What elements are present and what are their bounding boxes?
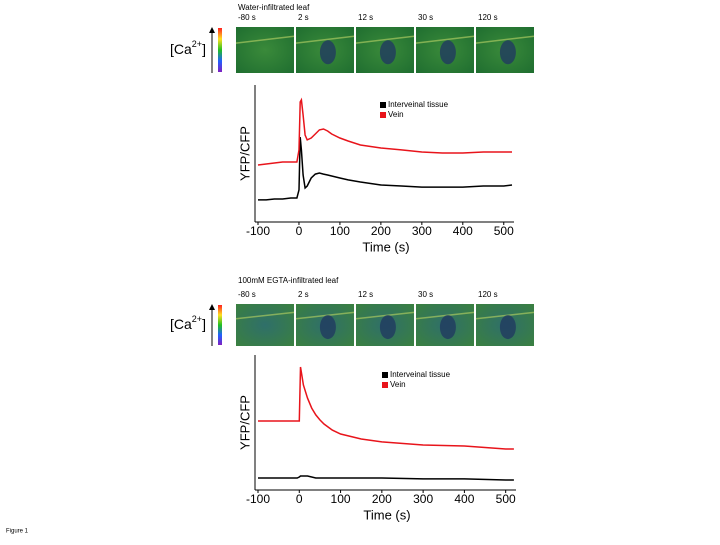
image-time-label: -80 s — [238, 290, 256, 299]
x-tick-label: 300 — [412, 224, 432, 238]
infiltration-spot — [319, 40, 336, 65]
image-time-label: 30 s — [418, 13, 433, 22]
image-time-label: 120 s — [478, 290, 498, 299]
infiltration-spot — [379, 40, 396, 65]
legend-label: Vein — [388, 110, 404, 119]
panel-title: 100mM EGTA-infiltrated leaf — [238, 276, 339, 285]
image-time-label: 30 s — [418, 290, 433, 299]
image-time-label: 120 s — [478, 13, 498, 22]
ca-label: [Ca2+] — [170, 39, 206, 56]
legend-swatch — [382, 372, 388, 378]
image-time-label: 12 s — [358, 13, 373, 22]
ca-label-part: ] — [202, 316, 206, 332]
series-line — [258, 366, 514, 450]
x-axis-label: Time (s) — [363, 507, 410, 522]
ca-label: [Ca2+] — [170, 314, 206, 331]
series-line — [257, 97, 512, 166]
infiltration-spot — [379, 315, 396, 340]
image-time-label: 2 s — [298, 290, 309, 299]
x-tick-label: 100 — [331, 492, 351, 506]
legend-label: Interveinal tissue — [390, 370, 451, 379]
x-tick-label: 200 — [372, 492, 392, 506]
ca-label-part: 2+ — [192, 314, 202, 324]
legend-swatch — [382, 382, 388, 388]
x-tick-label: 500 — [494, 224, 514, 238]
panel-title: Water-infiltrated leaf — [238, 3, 310, 12]
leaf-vein — [415, 35, 475, 44]
x-tick-label: -100 — [246, 224, 270, 238]
infiltration-spot — [319, 315, 336, 340]
series-line — [258, 137, 513, 201]
x-tick-label: 400 — [453, 224, 473, 238]
leaf-vein — [415, 311, 475, 320]
ca-label-part: ] — [202, 41, 206, 57]
colorbar — [218, 305, 222, 345]
ca-label-part: [Ca — [170, 41, 192, 57]
y-axis-label: YFP/CFP — [237, 126, 252, 181]
colorbar-arrowhead — [209, 27, 215, 33]
image-time-label: -80 s — [238, 13, 256, 22]
legend-label: Vein — [390, 380, 406, 389]
leaf-vein — [235, 311, 295, 320]
x-tick-label: 200 — [371, 224, 391, 238]
leaf-vein — [355, 311, 415, 320]
colorbar-arrowhead — [209, 304, 215, 310]
x-tick-label: 400 — [454, 492, 474, 506]
x-tick-label: 0 — [296, 224, 303, 238]
leaf-vein — [295, 311, 355, 320]
x-axis-label: Time (s) — [362, 239, 409, 254]
infiltration-spot — [439, 40, 456, 65]
x-tick-label: 300 — [413, 492, 433, 506]
leaf-vein — [475, 311, 535, 320]
figure-label: Figure 1 — [6, 529, 29, 535]
y-axis-label: YFP/CFP — [237, 395, 252, 450]
legend-swatch — [380, 102, 386, 108]
x-tick-label: 100 — [330, 224, 350, 238]
legend-label: Interveinal tissue — [388, 100, 449, 109]
legend-swatch — [380, 112, 386, 118]
series-line — [258, 475, 514, 481]
x-tick-label: 0 — [296, 492, 303, 506]
leaf-vein — [475, 35, 535, 44]
leaf-vein — [235, 35, 295, 44]
x-tick-label: 500 — [496, 492, 516, 506]
leaf-vein — [295, 35, 355, 44]
infiltration-spot — [439, 315, 456, 340]
leaf-image — [236, 304, 294, 346]
infiltration-spot — [499, 40, 516, 65]
leaf-image — [236, 27, 294, 73]
leaf-vein — [355, 35, 415, 44]
infiltration-spot — [499, 315, 516, 340]
ca-label-part: [Ca — [170, 316, 192, 332]
image-time-label: 2 s — [298, 13, 309, 22]
ca-label-part: 2+ — [192, 39, 202, 49]
image-time-label: 12 s — [358, 290, 373, 299]
colorbar — [218, 28, 222, 72]
x-tick-label: -100 — [246, 492, 270, 506]
